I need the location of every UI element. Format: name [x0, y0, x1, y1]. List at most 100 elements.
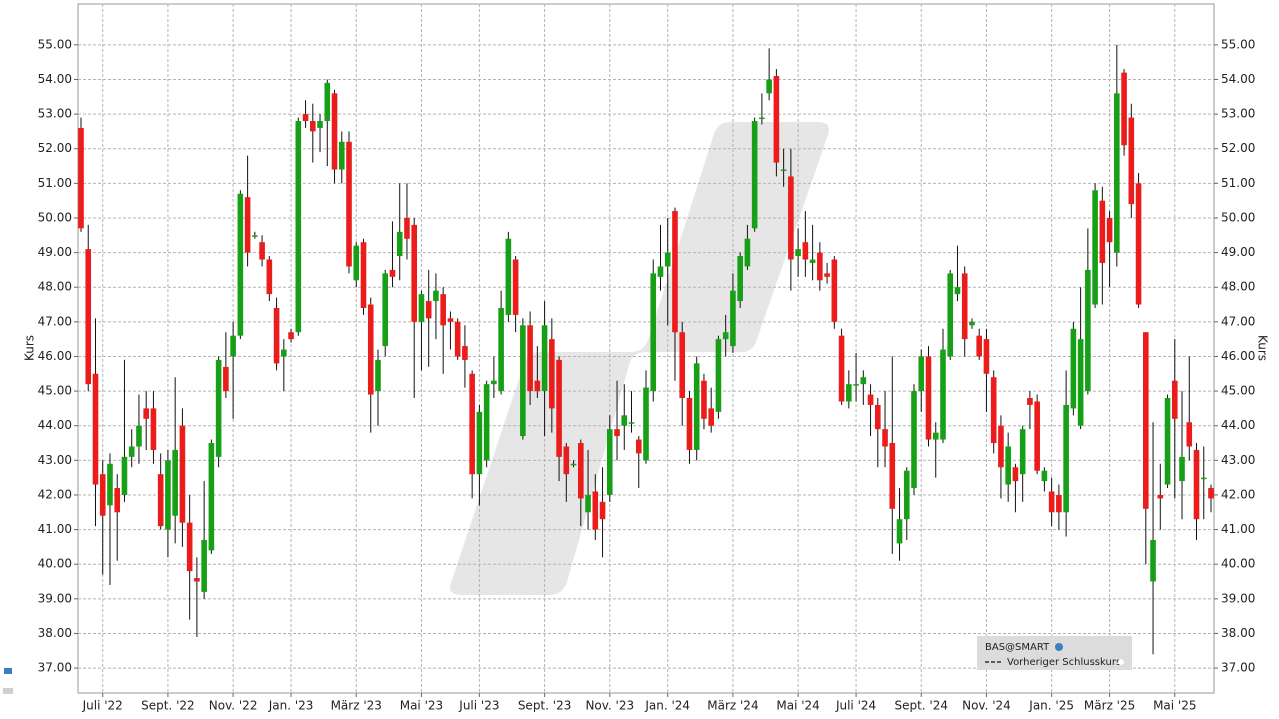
candle-body	[874, 404, 881, 430]
candle-body	[186, 522, 193, 572]
candle-body	[382, 273, 389, 347]
candle-body	[911, 391, 917, 489]
candle-body	[433, 290, 439, 302]
candle-body	[1121, 72, 1127, 146]
y2-tick-label: 54.00	[1221, 72, 1255, 86]
y-tick-label: 46.00	[38, 349, 72, 363]
candle-body	[1106, 217, 1113, 243]
x-tick-label: Jan. '23	[268, 699, 314, 713]
candle-body	[592, 491, 599, 530]
y-tick-label: 38.00	[38, 626, 72, 640]
candle-layer	[78, 44, 1214, 655]
candle-body	[1114, 93, 1120, 253]
candle-body	[1077, 339, 1084, 426]
legend-symbol: BAS@SMART	[985, 642, 1050, 653]
y2-tick-label: 37.00	[1221, 661, 1255, 675]
legend-toggle[interactable]	[1118, 659, 1124, 665]
candle-body	[389, 269, 396, 277]
y-tick-label: 39.00	[38, 591, 72, 605]
candle-body	[961, 273, 968, 340]
y-axis-title: Kurs	[23, 335, 37, 361]
candle-body	[121, 456, 128, 495]
candle-body	[1164, 398, 1171, 485]
candle-body	[534, 380, 541, 392]
y-tick-label: 47.00	[38, 314, 72, 328]
candle-body	[1157, 494, 1164, 499]
candle-body	[838, 335, 845, 402]
x-tick-label: Sept. '24	[894, 699, 948, 713]
candle-body	[1208, 488, 1214, 499]
side-icon[interactable]	[4, 668, 12, 674]
candle-body	[686, 398, 693, 450]
candle-body	[809, 259, 816, 263]
candle-body	[498, 307, 504, 392]
y2-tick-label: 43.00	[1221, 453, 1255, 467]
candle-body	[925, 356, 932, 440]
candle-body	[1034, 401, 1040, 471]
y-tick-label: 50.00	[38, 210, 72, 224]
candle-body	[331, 93, 338, 170]
candle-body	[150, 408, 157, 450]
candle-body	[244, 197, 251, 253]
candle-body	[918, 356, 925, 392]
x-tick-label: März '24	[707, 699, 758, 713]
candle-body	[266, 259, 273, 295]
candle-body	[1092, 190, 1098, 305]
y-tick-label: 49.00	[38, 245, 72, 259]
candle-body	[208, 443, 215, 551]
candle-body	[302, 114, 309, 122]
candle-body	[701, 380, 707, 419]
x-tick-label: Nov. '22	[209, 699, 258, 713]
x-tick-label: Sept. '23	[518, 699, 572, 713]
y-tick-label: 44.00	[38, 418, 72, 432]
candle-body	[172, 449, 178, 516]
x-tick-label: Jan. '25	[1028, 699, 1074, 713]
y-tick-label: 41.00	[38, 522, 72, 536]
y2-tick-label: 44.00	[1221, 418, 1255, 432]
candle-body	[932, 432, 939, 440]
candle-body	[1005, 446, 1011, 485]
candle-body	[1150, 539, 1156, 582]
candle-body	[635, 439, 642, 454]
candle-body	[295, 121, 302, 333]
candle-body	[1063, 404, 1069, 513]
candle-body	[469, 373, 475, 475]
candle-body	[759, 117, 765, 120]
candle-body	[563, 446, 570, 475]
y2-tick-label: 48.00	[1221, 280, 1255, 294]
candle-body	[585, 494, 591, 513]
candle-body	[1048, 491, 1055, 513]
candle-body	[505, 238, 512, 315]
candle-body	[824, 273, 830, 277]
candle-body	[418, 294, 425, 322]
candle-body	[1200, 477, 1207, 480]
candle-body	[425, 301, 432, 319]
candle-body	[976, 335, 983, 357]
y2-tick-label: 46.00	[1221, 349, 1255, 363]
candle-body	[969, 321, 975, 326]
candle-body	[237, 193, 244, 336]
candle-body	[1171, 380, 1178, 419]
x-tick-label: Juli '23	[458, 699, 499, 713]
candle-body	[411, 224, 418, 322]
candle-body	[1143, 332, 1149, 509]
side-icon[interactable]	[3, 688, 13, 694]
candle-body	[128, 446, 135, 457]
candle-body	[722, 332, 729, 340]
y-tick-label: 52.00	[38, 141, 72, 155]
candle-body	[643, 387, 649, 461]
legend-box	[977, 636, 1132, 670]
y2-tick-label: 47.00	[1221, 314, 1255, 328]
candle-body	[599, 501, 606, 520]
y2-tick-label: 51.00	[1221, 176, 1255, 190]
candle-body	[157, 474, 164, 527]
candle-body	[1070, 328, 1077, 409]
candle-body	[903, 470, 910, 520]
candle-body	[650, 273, 657, 392]
candle-body	[621, 415, 628, 426]
candle-body	[998, 425, 1004, 468]
y-tick-label: 42.00	[38, 487, 72, 501]
candle-body	[92, 373, 99, 485]
legend-globe-icon	[1055, 643, 1063, 651]
